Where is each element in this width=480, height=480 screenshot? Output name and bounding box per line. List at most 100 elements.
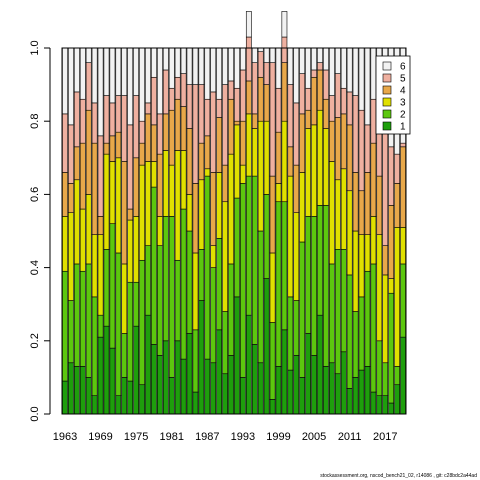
bar-1977-age-5 <box>145 102 151 115</box>
legend-swatch-3 <box>382 97 392 107</box>
bar-1967-age-5 <box>85 62 92 111</box>
bar-1974-age-4 <box>127 208 134 221</box>
bar-1986-age-6 <box>198 47 205 85</box>
bar-2020-age-5 <box>400 142 406 148</box>
bar-2006-age-4 <box>317 69 323 111</box>
bar-2014-age-3 <box>364 234 371 272</box>
bar-2019-age-4 <box>394 183 400 228</box>
bar-2015-age-2 <box>370 263 377 393</box>
bar-1996-age-5 <box>257 51 264 78</box>
bar-2012-age-3 <box>352 230 359 312</box>
bar-1999-age-6 <box>275 47 282 89</box>
bar-2010-age-3 <box>340 168 347 250</box>
bar-1966-age-1 <box>79 366 86 415</box>
y-tick-label: 0.8 <box>29 114 41 129</box>
legend-swatch-2 <box>382 109 392 119</box>
bar-2013-age-5 <box>358 109 365 192</box>
bar-1978-age-3 <box>151 161 157 188</box>
bar-1986-age-1 <box>198 300 205 415</box>
bar-2000-age-3 <box>281 120 288 203</box>
bar-1997-age-6 <box>263 47 270 63</box>
bar-1969-age-6 <box>97 47 104 137</box>
bar-1996-age-3 <box>257 120 264 232</box>
bar-1977-age-3 <box>145 161 151 246</box>
bar-1964-age-3 <box>68 212 74 301</box>
bar-1977-age-6 <box>145 47 151 104</box>
bar-1985-age-4 <box>192 183 199 254</box>
bar-1998-age-3 <box>269 252 276 323</box>
bar-2004-age-2 <box>305 216 312 334</box>
bar-1974-age-5 <box>127 124 134 210</box>
bar-1966-age-2 <box>79 270 86 367</box>
y-tick-label: 1.0 <box>29 40 41 55</box>
bar-2000-age-1 <box>281 329 288 415</box>
bar-2011-age-6 <box>346 47 353 93</box>
bar-2006-age-1 <box>317 314 323 415</box>
bar-1999-age-1 <box>275 366 282 415</box>
bar-2010-age-6 <box>340 47 347 89</box>
bar-2008-age-5 <box>328 95 335 122</box>
bar-1977-age-4 <box>145 113 151 162</box>
bar-1974-age-1 <box>127 380 134 415</box>
bar-1975-age-3 <box>133 216 140 283</box>
x-tick-label: 1975 <box>124 431 148 443</box>
bar-1965-age-4 <box>73 146 80 181</box>
bar-1990-age-1 <box>222 373 228 415</box>
bar-2016-age-4 <box>376 175 383 235</box>
bar-1969-age-1 <box>97 336 104 415</box>
bar-1991-age-2 <box>228 263 234 356</box>
bar-1983-age-5 <box>180 73 187 107</box>
x-tick-label: 1987 <box>195 431 219 443</box>
bar-1969-age-5 <box>97 135 104 217</box>
legend-label-2: 2 <box>400 110 406 121</box>
bar-1995-age-1 <box>251 344 258 415</box>
bar-1968-age-4 <box>91 142 98 235</box>
bar-2001-age-6 <box>287 47 294 85</box>
bar-1994-age-5 <box>245 36 252 82</box>
bar-2006-age-2 <box>317 205 323 316</box>
bar-1984-age-3 <box>186 194 193 232</box>
bar-1964-age-6 <box>68 47 74 126</box>
bar-1968-age-3 <box>91 234 98 298</box>
bar-2006-age-5 <box>317 62 323 71</box>
bar-1972-age-4 <box>115 131 122 159</box>
bar-1997-age-3 <box>263 120 270 195</box>
bar-1966-age-4 <box>79 142 86 210</box>
bar-1987-age-3 <box>204 168 211 177</box>
x-axis: 1963 1969 1975 1981 1987 1993 1999 2005 2011 2017 <box>53 431 398 443</box>
bar-2017-age-2 <box>382 362 389 397</box>
bar-1996-age-4 <box>257 76 264 122</box>
bar-1984-age-1 <box>186 333 193 415</box>
bar-1997-age-2 <box>263 194 270 279</box>
bar-2014-age-6 <box>364 47 371 126</box>
legend-swatch-5 <box>382 73 392 83</box>
bar-2020-age-1 <box>400 336 406 415</box>
bar-1971-age-5 <box>109 102 116 137</box>
x-tick-label: 1999 <box>266 431 290 443</box>
bar-2000-age-6 <box>281 11 288 38</box>
bar-2019-age-3 <box>394 227 400 367</box>
bar-1967-age-3 <box>85 194 92 265</box>
bar-2019-age-1 <box>394 384 400 415</box>
bar-1993-age-2 <box>240 183 246 378</box>
bar-1975-age-2 <box>133 281 140 327</box>
bar-1972-age-2 <box>115 252 122 397</box>
bar-1990-age-2 <box>222 311 228 375</box>
x-tick-label: 1993 <box>231 431 255 443</box>
bar-2003-age-1 <box>299 377 306 415</box>
bar-2014-age-4 <box>364 172 371 235</box>
bar-1992-age-2 <box>234 197 240 298</box>
bar-1998-age-6 <box>269 47 276 63</box>
bar-2014-age-1 <box>364 366 371 415</box>
y-tick-label: 0.0 <box>29 406 41 421</box>
bar-2016-age-2 <box>376 340 383 396</box>
bar-1994-age-6 <box>245 11 252 38</box>
legend-swatch-6 <box>382 61 392 71</box>
bar-1963-age-1 <box>62 380 68 415</box>
plot-frame <box>61 47 407 415</box>
bar-1971-age-3 <box>109 161 116 224</box>
bar-1993-age-5 <box>240 69 246 122</box>
bar-1985-age-2 <box>192 329 199 393</box>
bar-1974-age-2 <box>127 281 134 382</box>
bar-2002-age-4 <box>293 164 300 213</box>
